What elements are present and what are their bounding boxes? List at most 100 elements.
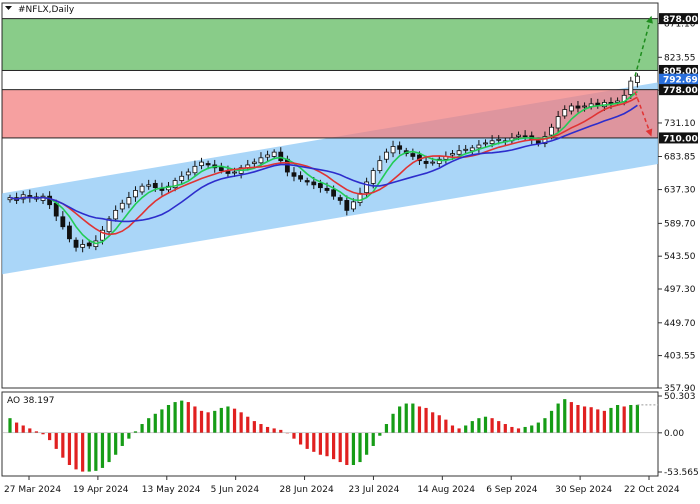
ao-bar	[48, 432, 52, 441]
ao-bar	[523, 426, 527, 433]
ao-bar	[186, 402, 190, 433]
ao-bar	[503, 424, 507, 433]
ao-bar	[107, 432, 111, 463]
candle-body	[317, 182, 323, 189]
ao-bar	[563, 399, 567, 433]
ao-bar	[609, 407, 613, 433]
ao-bar	[615, 405, 620, 433]
price-label-text: 710.00	[663, 134, 698, 144]
ao-bar	[8, 418, 12, 433]
y-tick-label: 543.50	[664, 252, 696, 262]
ao-bar	[351, 432, 356, 466]
candle-body	[634, 75, 640, 83]
ao-bar	[629, 405, 633, 433]
down-forecast-arrowhead	[645, 128, 653, 137]
ao-bar	[530, 425, 534, 433]
ao-bar	[536, 422, 540, 433]
candle-body	[185, 171, 191, 176]
ao-bar	[398, 406, 402, 433]
candle-body	[53, 202, 59, 217]
candle-body	[126, 197, 132, 205]
price-label-box	[659, 64, 698, 76]
ao-bar	[259, 424, 263, 433]
ao-bar	[226, 406, 230, 433]
candle-body	[397, 145, 403, 150]
ao-y-tick-label: 50.303	[664, 392, 696, 402]
candle-body	[582, 105, 587, 108]
ao-bar	[100, 432, 105, 468]
ao-bar	[114, 432, 118, 455]
ao-bar	[87, 432, 91, 472]
ao-bar	[437, 415, 441, 433]
candle-body	[119, 202, 125, 210]
x-tick-label: 5 Jun 2024	[211, 485, 260, 495]
candle-body	[331, 189, 337, 197]
ao-bar	[292, 432, 296, 439]
candle-body	[86, 242, 92, 247]
candle-body	[489, 140, 495, 145]
ao-bar	[464, 425, 468, 433]
candle-body	[370, 170, 376, 184]
ao-bar	[94, 432, 98, 471]
ao-y-tick-label: 0.00	[664, 429, 684, 439]
candle-body	[410, 153, 416, 157]
y-tick-label: 449.70	[664, 319, 696, 329]
price-label-text: 805.00	[663, 67, 698, 77]
ao-bar	[34, 431, 39, 433]
ma-slow	[9, 104, 638, 223]
price-label-text: 778.00	[663, 86, 698, 96]
candle-body	[251, 161, 257, 164]
candle-body	[476, 144, 482, 149]
ao-bar	[239, 412, 243, 433]
candle-body	[291, 172, 297, 177]
ao-bar	[61, 432, 65, 458]
ao-bar	[483, 416, 488, 433]
x-tick-label: 27 Mar 2024	[4, 485, 61, 495]
candle-body	[555, 116, 561, 129]
x-tick-label: 14 Aug 2024	[417, 485, 475, 495]
ao-bar	[147, 418, 151, 433]
price-label-box	[659, 84, 698, 96]
candle-body	[311, 181, 317, 186]
ao-bar	[549, 410, 554, 433]
candle-body	[106, 218, 112, 233]
ao-bar	[556, 403, 560, 433]
ao-bar	[576, 405, 580, 433]
candle-body	[615, 100, 620, 103]
ao-bar	[153, 413, 157, 433]
up-forecast-arrowhead	[646, 15, 653, 24]
ao-bar	[589, 407, 593, 433]
y-tick-label: 823.55	[664, 53, 696, 63]
ao-bar	[120, 432, 124, 446]
ao-bar	[378, 432, 382, 436]
y-tick-label: 589.70	[664, 219, 696, 229]
ao-bar	[602, 410, 606, 433]
candle-body	[146, 184, 152, 187]
candle-body	[456, 150, 462, 155]
candle-body	[258, 157, 264, 164]
target-zone	[2, 18, 658, 71]
ma-fast	[9, 90, 638, 245]
ao-bar	[219, 407, 223, 433]
ao-bar	[338, 432, 342, 463]
candle-body	[298, 175, 303, 180]
ao-bar	[28, 428, 32, 433]
candle-body	[67, 225, 72, 240]
ao-bar	[199, 410, 204, 433]
candle-body	[575, 105, 581, 109]
price-label-box	[659, 132, 698, 144]
ao-bar	[81, 432, 85, 472]
ao-bar	[622, 406, 626, 433]
main-chart-title: #NFLX,Daily	[18, 5, 75, 15]
ao-bar	[365, 432, 369, 455]
menu-triangle-icon[interactable]	[5, 6, 12, 10]
price-label-text: 878.00	[663, 15, 698, 25]
candle-body	[232, 171, 237, 174]
candle-body	[469, 147, 475, 152]
x-tick-label: 30 Sep 2024	[555, 485, 612, 495]
ao-bar	[318, 432, 322, 455]
y-tick-label: 357.90	[664, 384, 696, 394]
candle-body	[344, 200, 350, 211]
candle-body	[549, 126, 554, 136]
